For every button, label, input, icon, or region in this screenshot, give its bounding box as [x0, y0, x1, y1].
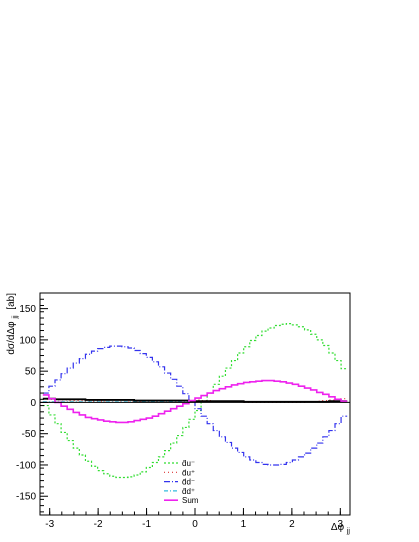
legend-label: Sum	[182, 496, 199, 505]
x-tick-label: 2	[289, 519, 295, 530]
y-axis-label: dσ/dΔφ jj [ab]	[6, 293, 20, 355]
y-axis-label-main: dσ/dΔφ	[6, 321, 17, 355]
series-layer	[42, 323, 348, 479]
tick-layer: -3 -2 -1 0 1 2 3 -150 -100 -50 0 50 100 150	[16, 292, 344, 530]
x-tick-label: -2	[94, 519, 103, 530]
x-axis-label: Δφ jj	[331, 522, 351, 535]
legend-label: d̄u⁺	[182, 468, 195, 477]
x-axis-label-sub: jj	[346, 528, 351, 535]
y-tick-label: 50	[25, 367, 37, 378]
y-tick-label: 150	[19, 304, 36, 315]
x-tick-label: 3	[338, 519, 344, 530]
series-line-5	[42, 379, 348, 424]
legend-label: d̄d⁻	[182, 478, 195, 487]
y-tick-label: 0	[30, 398, 36, 409]
y-axis-label-sub: jj	[12, 315, 19, 320]
series-line-0	[42, 323, 348, 479]
x-tick-label: -1	[142, 519, 151, 530]
legend-label: d̄u⁻	[182, 459, 195, 468]
y-tick-label: -150	[16, 492, 36, 503]
y-tick-label: -100	[16, 460, 36, 471]
y-axis-label-unit: [ab]	[6, 293, 17, 310]
x-axis-label-main: Δφ	[331, 522, 345, 533]
legend-label: d̄d⁺	[182, 487, 195, 496]
series-line-2	[42, 345, 348, 466]
x-tick-label: -3	[45, 519, 54, 530]
y-tick-label: 100	[19, 335, 36, 346]
y-tick-label: -50	[22, 429, 37, 440]
x-tick-label: 1	[241, 519, 247, 530]
legend: d̄u⁻d̄u⁺d̄d⁻d̄d⁺Sum	[164, 459, 199, 505]
x-tick-label: 0	[192, 519, 198, 530]
